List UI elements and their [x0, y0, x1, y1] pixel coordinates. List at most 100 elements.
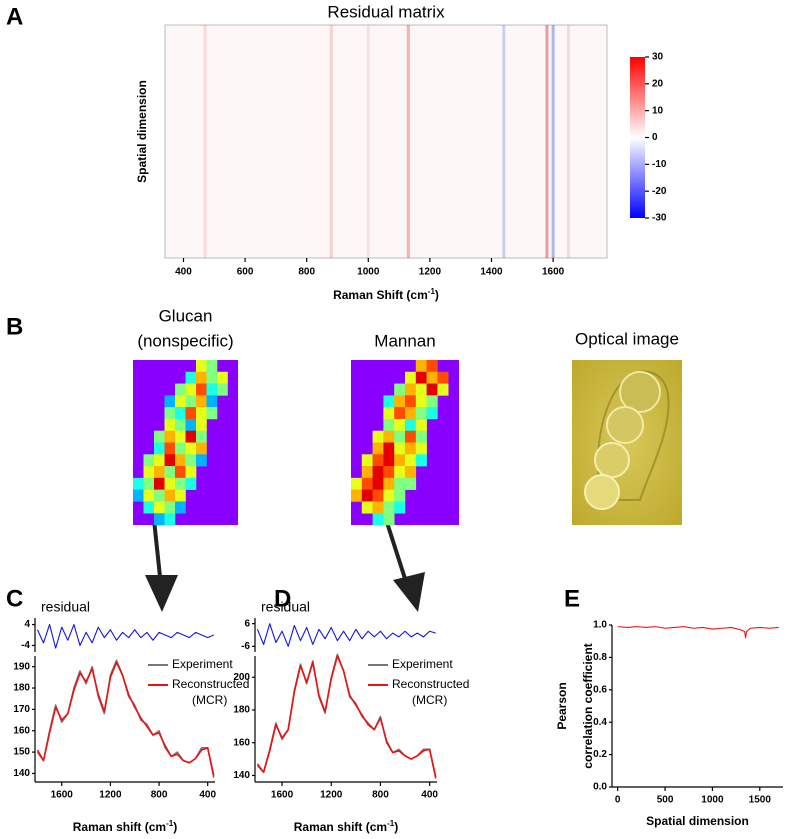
map-cell	[185, 430, 197, 443]
map-cell	[415, 371, 427, 384]
map-cell	[154, 513, 165, 526]
map-cell	[361, 477, 373, 490]
x-tick-label: 800	[151, 790, 168, 801]
map-cell	[164, 395, 176, 408]
map-cell	[196, 454, 207, 467]
map-cell	[405, 477, 417, 490]
map-cell	[426, 371, 438, 384]
map-cell	[133, 477, 144, 490]
map-cell	[154, 442, 165, 455]
map-cell	[196, 442, 207, 455]
map-cell	[415, 418, 427, 432]
map-cell	[394, 501, 406, 514]
x-axis-label-part: -1	[166, 819, 174, 828]
map-cell	[426, 360, 438, 373]
x-axis-label-part: -1	[387, 819, 395, 828]
map-cell	[394, 489, 406, 502]
legend-label: Reconstructed	[392, 677, 469, 691]
map-cell	[154, 466, 165, 479]
heatmap-background	[164, 24, 608, 259]
x-tick-label: 800	[372, 790, 389, 801]
map-cell	[143, 454, 155, 467]
map-cell	[405, 418, 417, 432]
x-axis-label-part: )	[394, 820, 398, 834]
x-tick-label: 1600	[542, 267, 565, 278]
map-cell	[154, 454, 165, 467]
map-cell	[383, 430, 395, 443]
map-cell	[383, 454, 395, 467]
y-tick-label: 180	[13, 683, 30, 694]
map-cell	[164, 430, 176, 443]
map-cell	[372, 489, 384, 502]
y-tick-label: 0.8	[593, 652, 607, 663]
x-tick-label: 500	[657, 795, 674, 806]
series-line	[256, 653, 437, 779]
map-cell	[164, 442, 176, 455]
panel-label: C	[6, 585, 23, 612]
x-axis-label: Spatial dimension	[646, 814, 749, 828]
legend-label: Experiment	[172, 657, 233, 671]
map-cell	[164, 513, 176, 526]
map-cell	[175, 489, 186, 502]
y-tick-label: 6	[244, 618, 250, 629]
series-line	[36, 661, 215, 776]
colorbar-tick-label: -30	[652, 213, 667, 224]
map-cell	[351, 489, 363, 502]
subplot-title: residual	[261, 599, 310, 615]
map-cell	[426, 383, 438, 396]
residual-stripe	[366, 25, 370, 258]
map-cell	[405, 395, 417, 408]
residual-stripe	[406, 25, 410, 258]
map-cell	[415, 442, 427, 455]
map-cell	[175, 442, 186, 455]
map-cell	[196, 418, 207, 432]
map-cell	[185, 407, 197, 420]
optical-image	[572, 360, 682, 525]
legend-label: Reconstructed	[172, 677, 249, 691]
map-cell	[405, 371, 417, 384]
map-cell	[217, 371, 228, 384]
x-tick-label: 1200	[99, 790, 122, 801]
map-cell	[394, 454, 406, 467]
map-cell	[185, 371, 197, 384]
x-axis-label-part: Raman Shift (cm	[333, 288, 428, 302]
y-tick-label: 140	[233, 770, 250, 781]
map-cell	[196, 407, 207, 420]
map-cell	[143, 501, 155, 514]
y-tick-label: 1.0	[593, 620, 607, 631]
map-cell	[394, 466, 406, 479]
map-cell	[361, 466, 373, 479]
map-cell	[361, 489, 373, 502]
map-cell	[372, 442, 384, 455]
map-cell	[185, 466, 197, 479]
x-tick-label: 1600	[51, 790, 74, 801]
map-cell	[185, 442, 197, 455]
map-cell	[383, 466, 395, 479]
map-cell	[175, 395, 186, 408]
map-cell	[206, 407, 218, 420]
y-tick-label: 200	[233, 672, 250, 683]
residual-stripe	[545, 25, 549, 258]
x-axis-label-part: Raman shift (cm	[294, 820, 387, 834]
image-title: Optical image	[575, 329, 679, 348]
y-tick-label: 170	[13, 704, 30, 715]
map-cell	[394, 383, 406, 396]
residual-stripe	[551, 25, 555, 258]
y-tick-label: -4	[21, 640, 30, 651]
map-cell	[206, 371, 218, 384]
y-tick-label: 140	[13, 768, 30, 779]
residual-stripe	[566, 25, 570, 258]
y-tick-label: 0.2	[593, 749, 607, 760]
map-cell	[185, 395, 197, 408]
x-tick-label: 400	[421, 790, 438, 801]
x-axis-label: Raman shift (cm-1)	[294, 819, 398, 835]
legend-label: (MCR)	[412, 693, 447, 707]
x-tick-label: 1200	[320, 790, 343, 801]
map-cell	[394, 430, 406, 443]
y-tick-label: 0.0	[593, 782, 607, 793]
x-axis-label-part: Raman shift (cm	[73, 820, 166, 834]
map-cell	[154, 501, 165, 514]
colorbar-tick-label: 30	[652, 52, 664, 63]
map-cell	[361, 454, 373, 467]
map-cell	[383, 442, 395, 455]
